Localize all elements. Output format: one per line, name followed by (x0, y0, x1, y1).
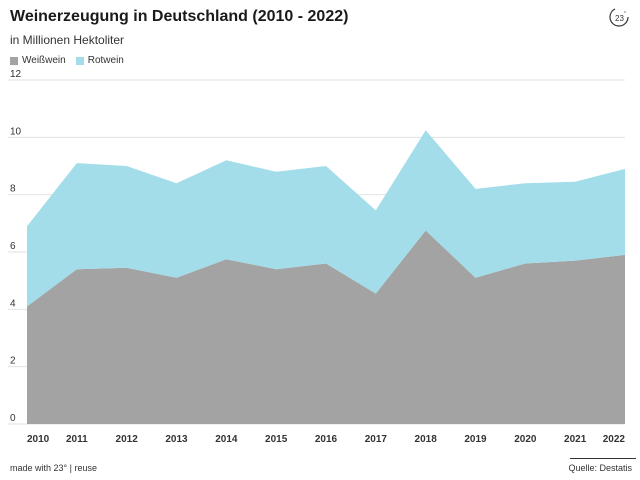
y-tick-label: 8 (10, 184, 16, 195)
footer-credit[interactable]: made with 23° | reuse (10, 463, 97, 473)
x-tick-label: 2011 (66, 434, 88, 445)
x-tick-label: 2012 (116, 434, 139, 445)
y-tick-label: 10 (10, 126, 22, 137)
x-tick-label: 2020 (514, 434, 537, 445)
legend-label-rotwein: Rotwein (87, 55, 124, 66)
legend-item-rotwein[interactable]: Rotwein (75, 55, 124, 66)
legend-swatch-rotwein (75, 56, 84, 65)
x-tick-label: 2021 (564, 434, 587, 445)
x-axis-ticks: 2010 2011 2012 2013 2014 2015 2016 2017 2018 2019… (27, 434, 625, 445)
chart-areas (27, 130, 625, 424)
23-degrees-logo-icon[interactable]: 23 ° (608, 6, 630, 28)
x-tick-label: 2018 (415, 434, 438, 445)
y-tick-label: 6 (10, 241, 16, 252)
x-tick-label: 2022 (603, 434, 626, 445)
legend-item-weisswein[interactable]: Weißwein (10, 55, 66, 66)
y-axis-ticks: 0 2 4 6 8 10 12 (10, 69, 22, 424)
footer-divider (570, 458, 636, 459)
y-tick-label: 12 (10, 69, 22, 80)
area-series-rotwein[interactable] (27, 130, 625, 307)
chart-legend: Weißwein Rotwein (10, 55, 124, 66)
x-tick-label: 2013 (165, 434, 188, 445)
x-tick-label: 2019 (464, 434, 487, 445)
x-tick-label: 2015 (265, 434, 288, 445)
area-series-weisswein[interactable] (27, 230, 625, 425)
y-tick-label: 0 (10, 413, 16, 424)
y-tick-label: 4 (10, 298, 16, 309)
chart-title: Weinerzeugung in Deutschland (2010 - 202… (10, 8, 349, 25)
legend-swatch-weisswein (10, 56, 18, 65)
footer-source: Quelle: Destatis (568, 463, 632, 473)
x-tick-label: 2016 (315, 434, 338, 445)
y-tick-label: 2 (10, 356, 16, 367)
x-tick-label: 2017 (365, 434, 388, 445)
chart-subtitle: in Millionen Hektoliter (10, 33, 125, 47)
svg-text:°: ° (624, 11, 626, 17)
x-tick-label: 2010 (27, 434, 50, 445)
svg-text:23: 23 (615, 14, 624, 23)
legend-label-weisswein: Weißwein (22, 55, 66, 66)
x-tick-label: 2014 (215, 434, 238, 445)
